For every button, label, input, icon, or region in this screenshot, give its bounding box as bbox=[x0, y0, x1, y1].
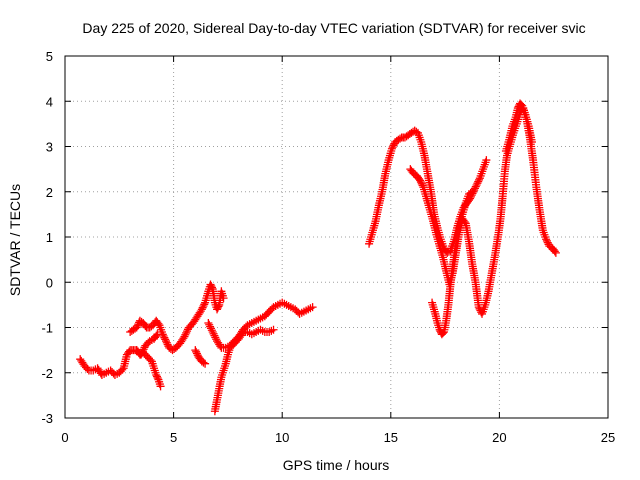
data-point bbox=[152, 331, 161, 340]
data-point bbox=[200, 300, 209, 309]
data-point bbox=[156, 382, 165, 391]
data-point bbox=[196, 307, 205, 316]
data-point bbox=[473, 179, 482, 188]
data-point bbox=[527, 137, 536, 146]
y-tick-labels: -3 -2 -1 0 1 2 3 4 5 bbox=[41, 49, 53, 426]
data-point bbox=[83, 364, 92, 373]
data-point bbox=[219, 294, 228, 303]
data-point bbox=[182, 328, 191, 337]
data-point bbox=[197, 305, 206, 314]
data-point bbox=[474, 177, 483, 186]
data-point bbox=[179, 334, 188, 343]
data-point bbox=[210, 331, 219, 340]
data-point bbox=[208, 328, 217, 337]
data-point bbox=[417, 179, 426, 188]
data-point bbox=[212, 335, 221, 344]
data-point bbox=[139, 345, 148, 354]
data-point bbox=[138, 347, 147, 356]
data-point bbox=[416, 176, 425, 185]
data-point bbox=[206, 322, 215, 331]
data-point bbox=[211, 333, 220, 342]
y-tick-label: -2 bbox=[41, 366, 53, 381]
data-point bbox=[192, 347, 201, 356]
data-point bbox=[387, 144, 396, 153]
data-point bbox=[466, 188, 475, 197]
data-point bbox=[438, 329, 447, 338]
data-point bbox=[153, 374, 162, 383]
x-tick-label: 15 bbox=[384, 430, 398, 445]
data-point bbox=[201, 359, 210, 368]
chart-title: Day 225 of 2020, Sidereal Day-to-day VTE… bbox=[82, 20, 585, 36]
data-point bbox=[205, 320, 214, 329]
data-point bbox=[199, 358, 208, 367]
data-point bbox=[550, 247, 559, 256]
data-point bbox=[161, 337, 170, 346]
data-point bbox=[308, 303, 317, 312]
y-tick-label: 4 bbox=[46, 94, 53, 109]
data-point bbox=[542, 235, 551, 244]
data-point bbox=[160, 333, 169, 342]
data-point bbox=[214, 302, 223, 311]
y-tick-label: -1 bbox=[41, 321, 53, 336]
data-point bbox=[181, 330, 190, 339]
data-point bbox=[133, 321, 142, 330]
data-point bbox=[137, 350, 146, 359]
x-tick-labels: 0 5 10 15 20 25 bbox=[61, 430, 615, 445]
data-point bbox=[551, 248, 560, 257]
data-point bbox=[159, 331, 168, 340]
data-point bbox=[472, 180, 481, 189]
data-point bbox=[543, 238, 552, 247]
y-tick-label: 0 bbox=[46, 275, 53, 290]
data-point bbox=[388, 143, 397, 152]
data-point bbox=[154, 319, 163, 328]
data-point bbox=[209, 329, 218, 338]
data-point bbox=[542, 236, 551, 245]
y-tick-label: 2 bbox=[46, 185, 53, 200]
data-point bbox=[207, 283, 216, 292]
data-point bbox=[206, 324, 215, 333]
x-tick-label: 5 bbox=[170, 430, 177, 445]
data-point bbox=[199, 302, 208, 311]
data-point bbox=[163, 340, 172, 349]
data-point bbox=[153, 330, 162, 339]
data-point bbox=[389, 141, 398, 150]
y-tick-label: 3 bbox=[46, 140, 53, 155]
data-point bbox=[204, 318, 213, 327]
data-point bbox=[137, 348, 146, 357]
data-point bbox=[468, 187, 477, 196]
data-point bbox=[475, 175, 484, 184]
x-tick-label: 20 bbox=[492, 430, 506, 445]
y-tick-label: 5 bbox=[46, 49, 53, 64]
data-point bbox=[471, 182, 480, 191]
x-tick-label: 25 bbox=[601, 430, 615, 445]
y-tick-label: -3 bbox=[41, 411, 53, 426]
data-points bbox=[76, 99, 560, 416]
y-tick-label: 1 bbox=[46, 230, 53, 245]
data-point bbox=[191, 346, 200, 355]
x-axis-label: GPS time / hours bbox=[283, 457, 390, 473]
data-point bbox=[161, 335, 170, 344]
data-point bbox=[517, 100, 526, 109]
axis-ticks bbox=[64, 55, 609, 419]
data-point bbox=[183, 327, 192, 336]
data-point bbox=[482, 156, 491, 165]
data-point bbox=[269, 325, 278, 334]
x-tick-label: 10 bbox=[275, 430, 289, 445]
data-point bbox=[192, 349, 201, 358]
data-point bbox=[198, 303, 207, 312]
data-point bbox=[162, 338, 171, 347]
x-tick-label: 0 bbox=[61, 430, 68, 445]
data-point bbox=[118, 365, 127, 374]
data-point bbox=[180, 332, 189, 341]
data-point bbox=[418, 181, 427, 190]
y-axis-label: SDTVAR / TECUs bbox=[7, 184, 23, 296]
data-point bbox=[416, 178, 425, 187]
data-point bbox=[207, 326, 216, 335]
data-point bbox=[132, 323, 141, 332]
